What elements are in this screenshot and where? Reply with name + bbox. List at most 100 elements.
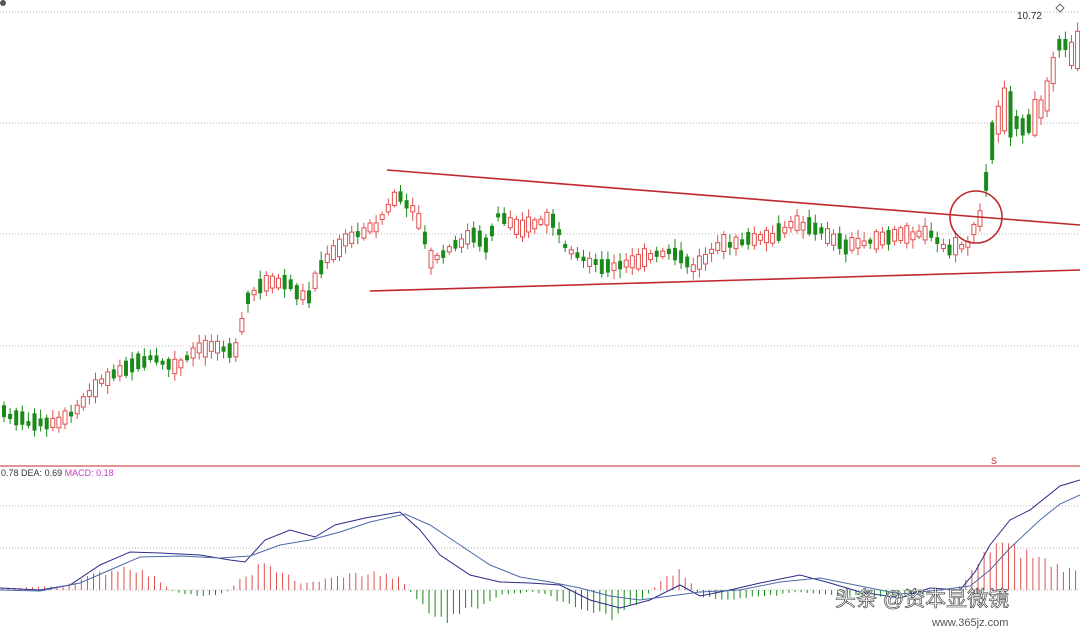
candle	[446, 244, 452, 255]
candle	[105, 368, 111, 395]
candle	[886, 226, 891, 251]
candle	[849, 232, 855, 254]
candle	[312, 270, 318, 292]
signal-marker: S	[991, 456, 997, 466]
dea-line	[0, 494, 1080, 601]
candle	[172, 350, 178, 381]
candle	[26, 412, 31, 429]
candle	[861, 232, 867, 249]
candle	[551, 208, 555, 236]
candle	[709, 242, 715, 263]
candle	[813, 214, 818, 241]
candle	[507, 210, 513, 231]
candle	[154, 347, 159, 366]
candle	[32, 408, 37, 437]
candle	[300, 283, 306, 306]
candle	[776, 215, 781, 244]
price-high-label: 10.72	[1017, 11, 1042, 22]
candle	[953, 231, 959, 263]
candle	[984, 163, 989, 197]
candle	[1069, 35, 1074, 70]
candle	[86, 383, 92, 405]
candle	[611, 254, 617, 280]
candle	[398, 184, 403, 205]
candle	[471, 221, 476, 248]
candle	[538, 215, 544, 227]
candle	[898, 225, 904, 244]
macd-histogram	[1, 542, 1077, 624]
candle	[178, 357, 184, 376]
candle	[819, 223, 824, 240]
candle	[782, 220, 788, 238]
candle	[62, 407, 68, 430]
candle	[971, 221, 977, 243]
candle	[679, 241, 684, 269]
candle	[831, 229, 837, 252]
candle	[459, 233, 464, 253]
candle	[855, 229, 861, 256]
candle	[190, 342, 196, 367]
candle	[788, 215, 794, 233]
candle	[142, 348, 147, 371]
candle	[227, 337, 232, 363]
candle	[513, 215, 519, 239]
candle	[947, 239, 952, 259]
candle	[269, 272, 275, 294]
candle	[764, 226, 769, 252]
candle	[696, 248, 702, 278]
candle	[367, 219, 373, 235]
candle	[557, 221, 562, 244]
candle	[202, 335, 208, 366]
candle	[575, 247, 580, 261]
candle	[618, 253, 623, 279]
candle	[526, 209, 532, 239]
candle	[391, 189, 397, 208]
macd-grid	[0, 505, 1080, 591]
candle	[1057, 35, 1062, 58]
candle	[215, 334, 220, 361]
candle	[117, 359, 123, 382]
candle	[940, 238, 946, 253]
candle	[995, 100, 1001, 143]
candle	[111, 364, 116, 382]
candle	[1063, 31, 1068, 58]
legend-macd-label: MACD:	[65, 468, 94, 478]
candle	[1026, 108, 1031, 135]
candle	[660, 247, 666, 260]
watermark-text: 头条 @资本显微镜	[835, 588, 1009, 611]
candle	[587, 251, 593, 274]
candle	[490, 223, 494, 241]
candle	[690, 257, 696, 280]
trendlines	[369, 169, 1080, 292]
candle	[355, 222, 360, 245]
candle	[751, 226, 757, 250]
candle	[80, 392, 86, 411]
candle	[14, 407, 19, 431]
candle	[8, 407, 13, 424]
candle	[185, 351, 189, 363]
candle	[910, 226, 916, 249]
candle	[74, 399, 80, 419]
candle	[148, 349, 153, 363]
diamond-icon	[1055, 3, 1065, 13]
candle	[20, 405, 25, 431]
watermark: 头条 @资本显微镜 www.365jz.com	[835, 588, 1010, 629]
candle	[373, 215, 379, 239]
candle	[294, 282, 299, 306]
candle	[263, 270, 269, 296]
candle	[496, 206, 501, 222]
svg-text:0.78 DEA: 0.69 MACD: 0.18: 0.78 DEA: 0.69 MACD: 0.18	[1, 468, 114, 478]
candle	[544, 208, 550, 234]
candle	[258, 270, 263, 300]
candle	[246, 290, 250, 313]
candle	[922, 217, 928, 245]
candle	[276, 273, 281, 291]
candle	[130, 351, 135, 381]
candle	[965, 236, 971, 256]
candle	[593, 253, 598, 273]
candle	[1014, 109, 1019, 137]
candle	[746, 227, 751, 250]
candle	[324, 245, 330, 269]
legend-macd-value: 0.18	[96, 468, 114, 478]
